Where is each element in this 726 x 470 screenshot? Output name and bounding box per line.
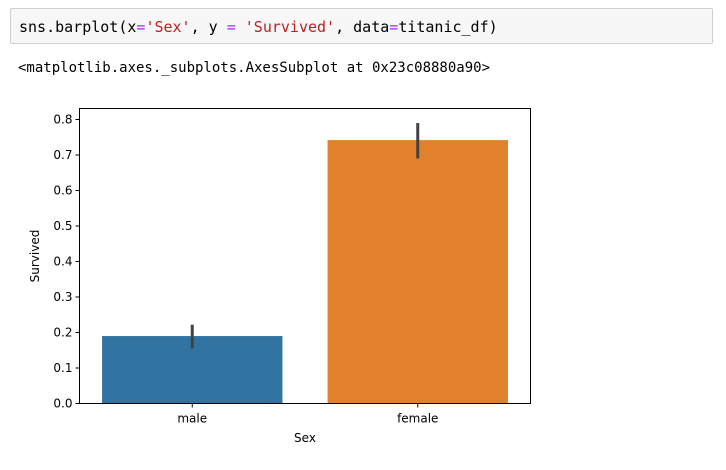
y-tick-label: 0.3 [53, 290, 72, 304]
x-ticks-group: male female [177, 403, 438, 426]
y-tick-label: 0.4 [53, 255, 72, 269]
y-tick-label: 0.1 [53, 361, 72, 375]
y-tick-label: 0.6 [53, 184, 72, 198]
y-tick-label: 0.8 [53, 113, 72, 127]
y-tick-label: 0.2 [53, 326, 72, 340]
x-tick-label: female [397, 412, 438, 426]
x-tick-label: male [177, 412, 207, 426]
output-repr: <matplotlib.axes._subplots.AxesSubplot a… [18, 60, 491, 76]
x-axis-label: Sex [294, 431, 316, 445]
code-cell[interactable]: sns.barplot(x='Sex', y = 'Survived', dat… [10, 8, 713, 44]
code-function-call: sns.barplot(x [19, 18, 137, 36]
bars-group [102, 140, 508, 404]
bar-female [327, 140, 508, 404]
y-axis-label: Survived [28, 230, 42, 283]
code-operator: = [226, 18, 236, 36]
code-line: sns.barplot(x='Sex', y = 'Survived', dat… [19, 17, 498, 37]
code-string-y: 'Survived' [244, 18, 336, 36]
axes-frame [79, 108, 531, 404]
code-separator: , y [190, 18, 227, 36]
y-tick-label: 0.7 [53, 148, 72, 162]
code-separator: , data [335, 18, 390, 36]
code-tail: titanic_df) [398, 18, 498, 36]
error-bars-group [190, 123, 420, 349]
y-tick-label: 0.0 [53, 397, 72, 411]
code-operator: = [389, 18, 399, 36]
code-string-x: 'Sex' [145, 18, 191, 36]
y-ticks-group: 0.0 0.1 0.2 0.3 0.4 0.5 0.6 0.7 0.8 [53, 113, 80, 411]
y-tick-label: 0.5 [53, 219, 72, 233]
code-operator: = [136, 18, 146, 36]
